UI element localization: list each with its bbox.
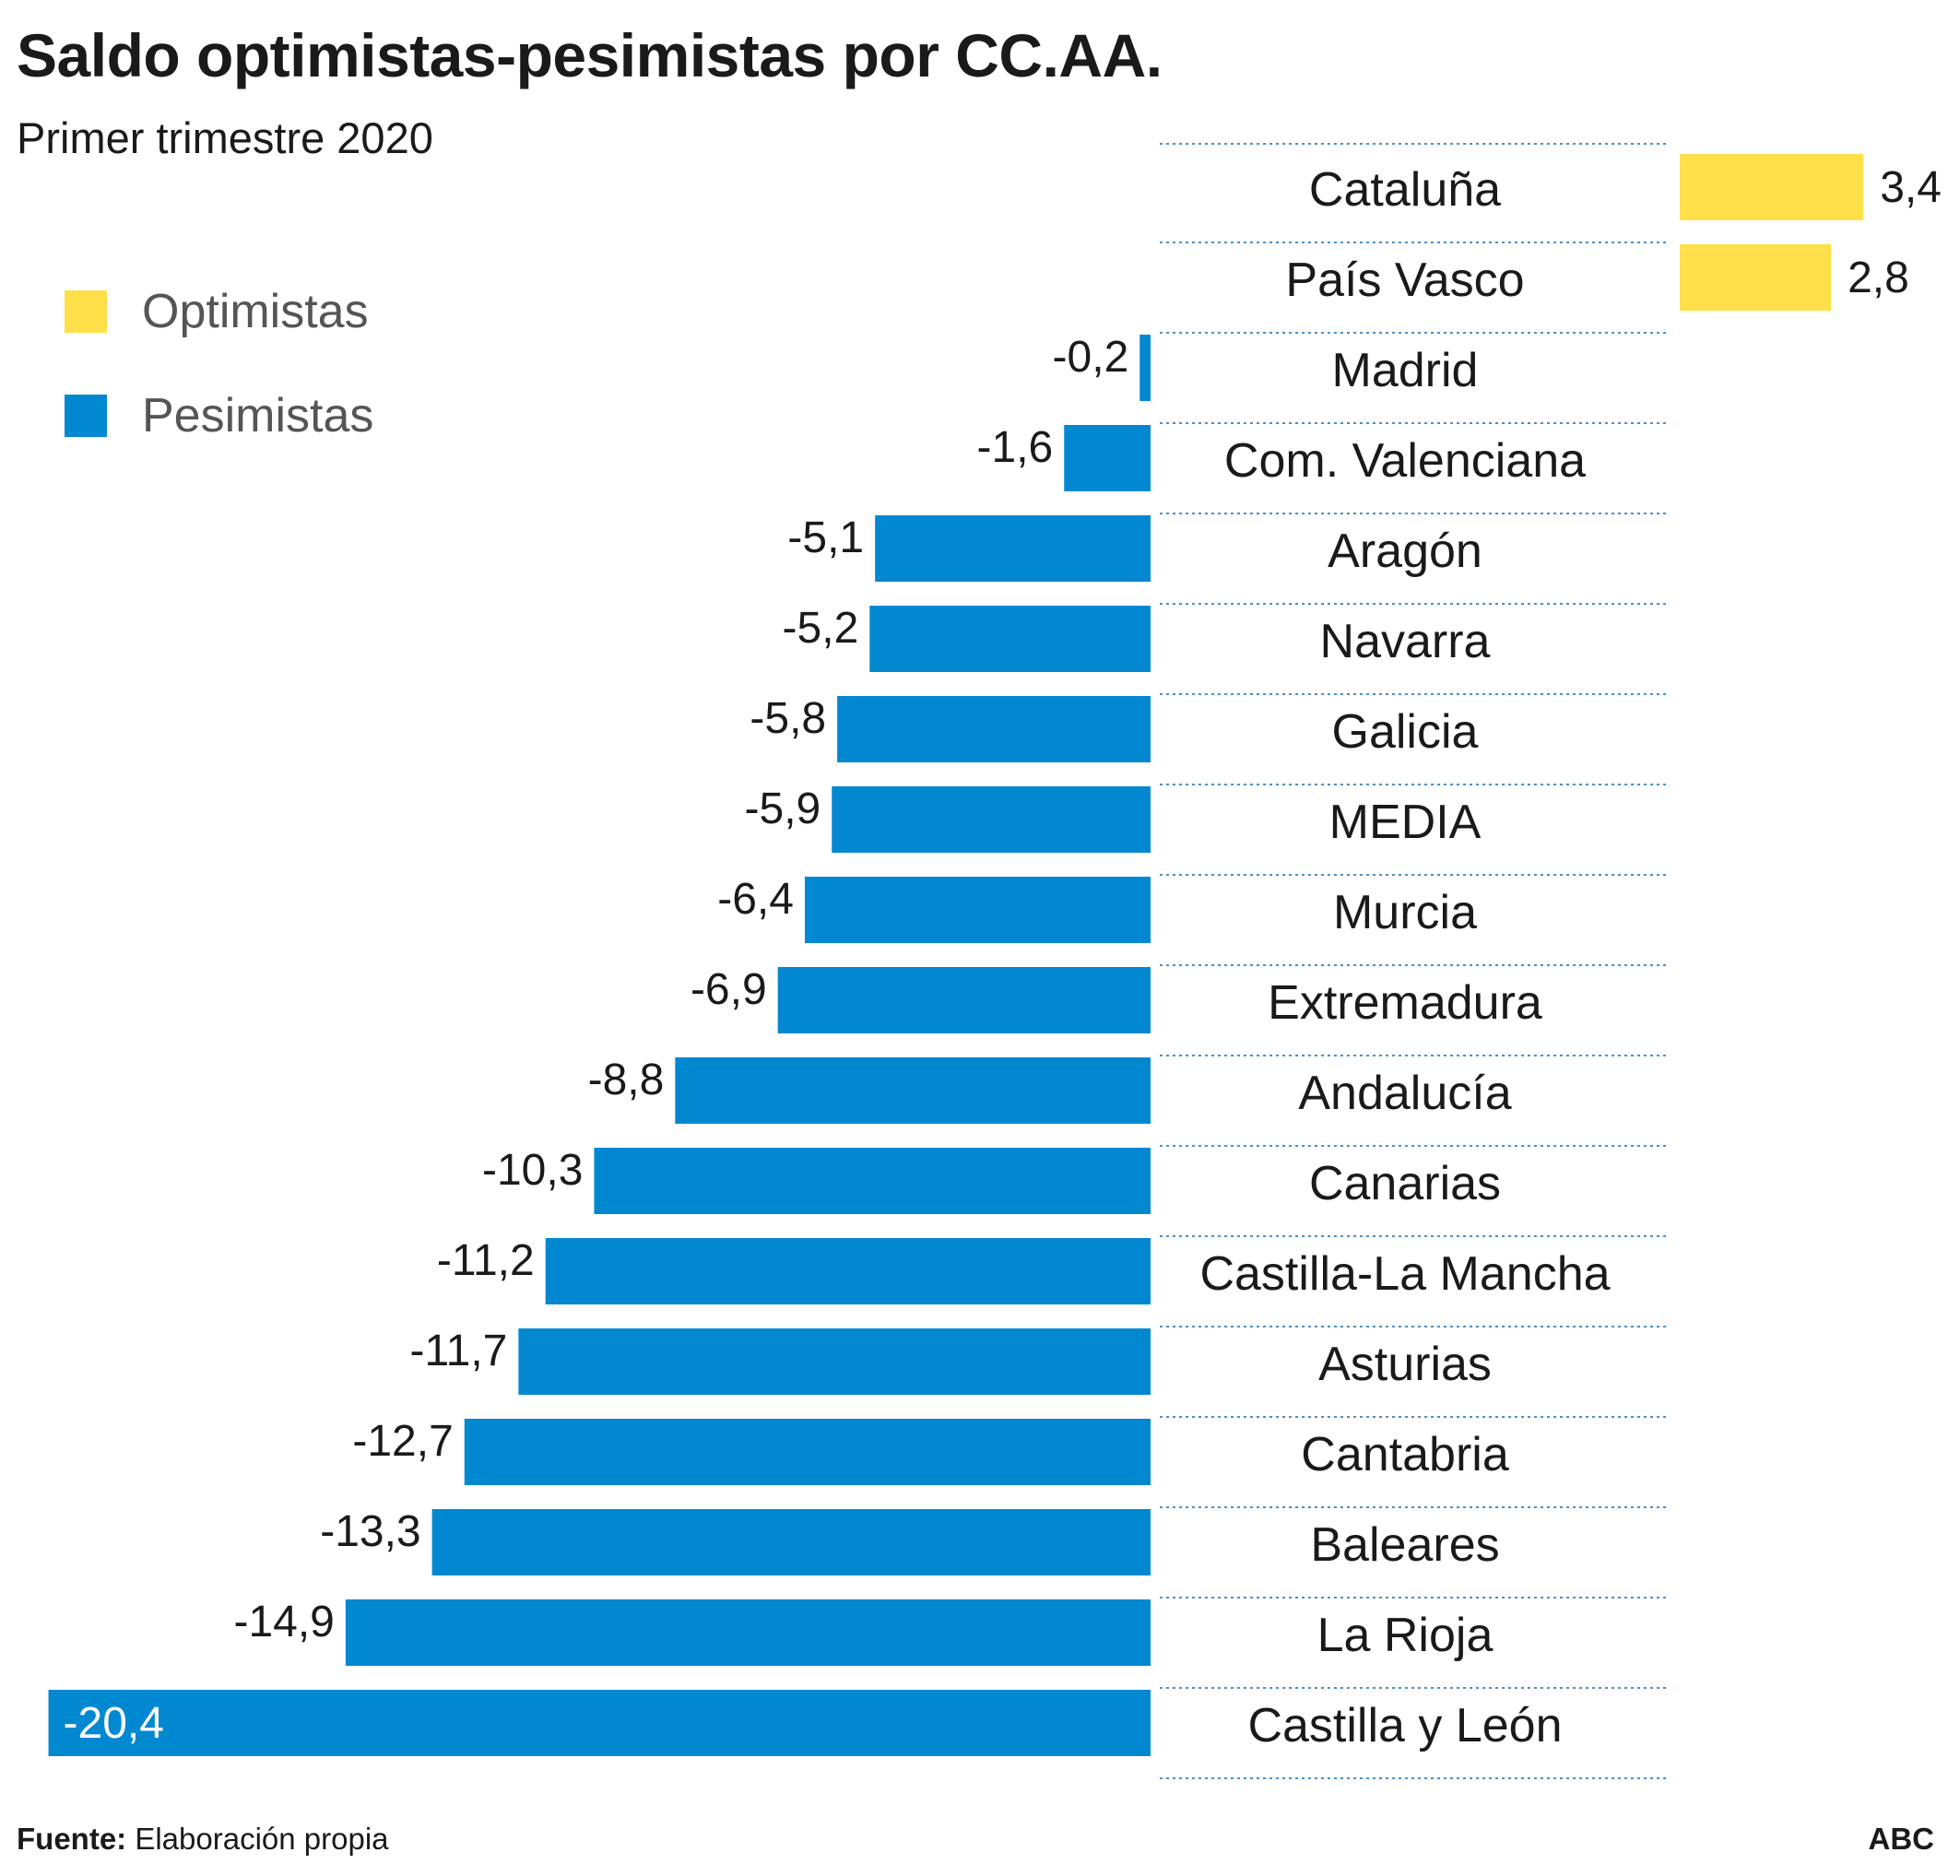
category-label-la-rioja: La Rioja xyxy=(1317,1609,1494,1662)
category-label-aragón: Aragón xyxy=(1328,525,1482,578)
bar-castilla-la-mancha xyxy=(545,1238,1151,1304)
category-label-canarias: Canarias xyxy=(1309,1157,1501,1210)
category-label-andalucía: Andalucía xyxy=(1298,1067,1511,1120)
category-label-castilla-la-mancha: Castilla-La Mancha xyxy=(1199,1247,1610,1301)
bar-la-rioja xyxy=(345,1599,1151,1666)
value-label-castilla-y-león: -20,4 xyxy=(64,1699,164,1748)
category-label-país-vasco: País Vasco xyxy=(1285,254,1524,307)
bar-andalucía xyxy=(675,1057,1151,1124)
value-label-madrid: -0,2 xyxy=(1053,333,1129,382)
bar-cataluña xyxy=(1680,154,1864,220)
category-label-com-valenciana: Com. Valenciana xyxy=(1224,434,1586,488)
category-label-murcia: Murcia xyxy=(1333,886,1477,939)
value-label-extremadura: -6,9 xyxy=(691,965,767,1014)
chart-subtitle: Primer trimestre 2020 xyxy=(17,113,433,162)
legend-label-pesimistas: Pesimistas xyxy=(142,389,374,442)
bar-com-valenciana xyxy=(1064,425,1151,491)
category-label-media: MEDIA xyxy=(1329,796,1482,849)
bar-media xyxy=(832,786,1151,853)
value-label-andalucía: -8,8 xyxy=(588,1056,665,1104)
legend-swatch-optimistas xyxy=(65,290,107,333)
bar-castilla-y-león xyxy=(48,1690,1151,1756)
bar-canarias xyxy=(594,1148,1151,1214)
source-label: Fuente: xyxy=(17,1822,127,1856)
value-label-navarra: -5,2 xyxy=(783,604,859,653)
bar-galicia xyxy=(837,696,1151,762)
bar-aragón xyxy=(875,515,1151,582)
value-label-cataluña: 3,4 xyxy=(1880,163,1942,212)
value-label-país-vasco: 2,8 xyxy=(1848,254,1909,302)
category-label-castilla-y-león: Castilla y León xyxy=(1247,1699,1562,1752)
category-label-asturias: Asturias xyxy=(1318,1338,1492,1391)
bar-murcia xyxy=(804,877,1151,943)
bar-baleares xyxy=(431,1509,1151,1575)
value-label-media: -5,9 xyxy=(745,785,821,833)
category-label-madrid: Madrid xyxy=(1332,344,1479,397)
source-text: Elaboración propia xyxy=(135,1822,389,1856)
category-label-extremadura: Extremadura xyxy=(1268,976,1542,1030)
legend-item-pesimistas: Pesimistas xyxy=(65,389,373,442)
bar-país-vasco xyxy=(1680,244,1832,311)
value-label-aragón: -5,1 xyxy=(787,513,864,562)
value-label-com-valenciana: -1,6 xyxy=(977,423,1054,472)
bar-madrid xyxy=(1139,335,1151,401)
legend-label-optimistas: Optimistas xyxy=(142,285,369,338)
category-label-baleares: Baleares xyxy=(1310,1518,1499,1572)
value-label-baleares: -13,3 xyxy=(320,1507,420,1556)
chart-title: Saldo optimistas-pesimistas por CC.AA. xyxy=(17,21,1163,89)
value-label-galicia: -5,8 xyxy=(750,694,826,743)
category-label-galicia: Galicia xyxy=(1332,705,1479,759)
bar-navarra xyxy=(869,606,1151,672)
bar-chart: 3,4 Cataluña 2,8 País Vasco -0,2 Madrid -1,6 Co… xyxy=(48,143,1942,1779)
value-label-canarias: -10,3 xyxy=(482,1146,583,1195)
brand-logo: ABC xyxy=(1868,1822,1935,1856)
value-label-asturias: -11,7 xyxy=(410,1327,508,1375)
source-note: Fuente: Elaboración propia xyxy=(17,1822,389,1857)
legend-swatch-pesimistas xyxy=(65,395,107,437)
category-label-cantabria: Cantabria xyxy=(1301,1428,1509,1481)
category-label-cataluña: Cataluña xyxy=(1309,163,1501,217)
value-label-cantabria: -12,7 xyxy=(352,1417,453,1466)
category-label-navarra: Navarra xyxy=(1320,615,1491,668)
value-label-castilla-la-mancha: -11,2 xyxy=(437,1236,535,1285)
bar-cantabria xyxy=(464,1419,1151,1485)
bar-asturias xyxy=(518,1328,1151,1395)
value-label-la-rioja: -14,9 xyxy=(233,1598,334,1646)
legend-item-optimistas: Optimistas xyxy=(65,285,369,338)
bar-extremadura xyxy=(777,967,1151,1033)
value-label-murcia: -6,4 xyxy=(717,875,794,924)
